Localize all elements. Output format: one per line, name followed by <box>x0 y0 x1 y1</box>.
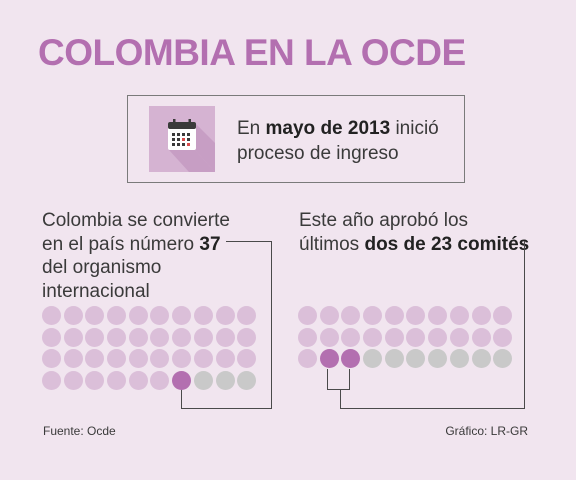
dot-gray <box>215 371 235 391</box>
dot-light <box>85 371 105 391</box>
dot-gray <box>449 349 469 369</box>
dot-gray <box>237 371 257 391</box>
dot-light <box>128 371 148 391</box>
dot-light <box>449 327 469 347</box>
dot-light <box>406 327 426 347</box>
dot-light <box>150 327 170 347</box>
dot-light <box>193 306 213 325</box>
dot-light <box>107 349 127 369</box>
dot-light <box>85 306 105 325</box>
dot-light <box>42 306 61 325</box>
dot-light <box>42 327 61 347</box>
dot-gray <box>428 349 448 369</box>
left-connector-stub <box>181 389 182 409</box>
left-connector-h-bottom <box>181 408 272 409</box>
right-connector-bracket-left <box>327 369 328 390</box>
dot-light <box>85 327 105 347</box>
dot-light <box>215 306 235 325</box>
right-connector-bracket-right <box>349 369 350 390</box>
dot-light <box>128 349 148 369</box>
dot-gray <box>363 349 383 369</box>
dot-light <box>215 327 235 347</box>
dot-light <box>384 306 404 325</box>
left-connector-h-top <box>226 241 272 242</box>
info-text: En mayo de 2013 inició proceso de ingres… <box>237 118 439 164</box>
graphic-credit: Gráfico: LR-GR <box>445 424 528 438</box>
dot-light <box>193 349 213 369</box>
dot-gray <box>406 349 426 369</box>
dot-light <box>172 306 192 325</box>
dot-light <box>237 327 257 347</box>
right-connector-bracket-h <box>327 389 350 390</box>
dot-light <box>341 306 361 325</box>
right-connector-h-bottom <box>340 408 525 409</box>
dot-light <box>215 349 235 369</box>
dot-light <box>107 371 127 391</box>
info-highlight: mayo de 2013 <box>265 118 391 139</box>
dot-light <box>237 349 257 369</box>
dot-light <box>428 327 448 347</box>
dot-hi <box>319 349 339 369</box>
dot-light <box>406 306 426 325</box>
committees-count: dos de 23 comités <box>364 233 530 255</box>
dot-light <box>363 327 383 347</box>
dot-light <box>128 327 148 347</box>
dot-light <box>107 327 127 347</box>
left-statement: Colombia se convierte en el país número … <box>42 210 230 302</box>
left-dot-grid <box>42 306 257 391</box>
dot-light <box>85 349 105 369</box>
page-title: COLOMBIA EN LA OCDE <box>38 32 466 73</box>
right-connector-bracket-v <box>340 389 341 409</box>
dot-light <box>341 327 361 347</box>
dot-light <box>150 349 170 369</box>
dot-light <box>172 327 192 347</box>
dot-light <box>237 306 257 325</box>
dot-light <box>128 306 148 325</box>
info-box: En mayo de 2013 inició proceso de ingres… <box>127 95 465 183</box>
calendar-icon <box>149 106 215 172</box>
country-number: 37 <box>199 233 221 255</box>
left-connector-v <box>271 241 272 409</box>
dot-light <box>471 306 491 325</box>
dot-gray <box>384 349 404 369</box>
dot-gray <box>193 371 213 391</box>
dot-light <box>42 371 61 391</box>
source-credit: Fuente: Ocde <box>43 424 116 438</box>
dot-light <box>63 327 83 347</box>
right-dot-grid <box>298 306 513 369</box>
dot-light <box>493 327 513 347</box>
dot-light <box>150 306 170 325</box>
dot-light <box>298 349 317 369</box>
dot-light <box>63 306 83 325</box>
dot-light <box>471 327 491 347</box>
dot-light <box>42 349 61 369</box>
dot-light <box>150 371 170 391</box>
dot-light <box>384 327 404 347</box>
dot-hi <box>341 349 361 369</box>
dot-hi <box>172 371 192 391</box>
dot-gray <box>471 349 491 369</box>
dot-light <box>428 306 448 325</box>
right-statement: Este año aprobó los últimos dos de 23 co… <box>299 210 530 255</box>
dot-light <box>319 327 339 347</box>
dot-gray <box>493 349 513 369</box>
dot-light <box>107 306 127 325</box>
dot-light <box>319 306 339 325</box>
dot-light <box>172 349 192 369</box>
right-connector-v <box>524 241 525 409</box>
dot-light <box>63 371 83 391</box>
dot-light <box>363 306 383 325</box>
dot-light <box>298 306 317 325</box>
dot-light <box>193 327 213 347</box>
dot-light <box>449 306 469 325</box>
dot-light <box>63 349 83 369</box>
dot-light <box>298 327 317 347</box>
dot-light <box>493 306 513 325</box>
